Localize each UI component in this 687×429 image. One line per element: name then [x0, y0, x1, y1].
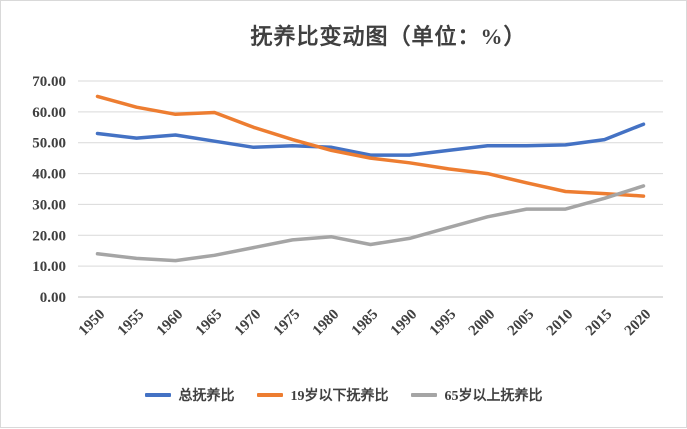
- y-tick-label: 70.00: [32, 74, 66, 90]
- legend-label-elderly: 65岁以上抚养比: [444, 389, 543, 404]
- x-tick-label: 1970: [232, 307, 265, 340]
- x-tick-label: 1995: [427, 307, 460, 340]
- legend-item-elderly: 65岁以上抚养比: [410, 385, 543, 405]
- chart-title: 抚养比变动图（单位：%）: [250, 24, 527, 49]
- legend-item-total: 总抚养比: [144, 385, 235, 405]
- series-line-total: [95, 122, 646, 157]
- x-tick-label: 2000: [466, 307, 499, 340]
- x-tick-label: 1955: [115, 307, 148, 340]
- x-tick-label: 1950: [76, 307, 109, 340]
- x-tick-label: 1965: [193, 307, 226, 340]
- x-tick-label: 2005: [505, 307, 538, 340]
- x-tick-label: 1990: [388, 307, 421, 340]
- legend-label-total: 总抚养比: [178, 389, 235, 404]
- legend-swatch-youth: [256, 393, 283, 397]
- legend-label-youth: 19岁以下抚养比: [290, 389, 389, 404]
- x-tick-label: 2010: [544, 307, 577, 340]
- legend: 总抚养比 19岁以下抚养比 65岁以上抚养比: [1, 385, 686, 405]
- y-tick-label: 0.00: [40, 290, 66, 306]
- x-tick-label: 1985: [349, 307, 382, 340]
- series-line-youth: [95, 94, 646, 198]
- y-tick-label: 60.00: [32, 105, 66, 121]
- x-tick-label: 2020: [622, 307, 655, 340]
- x-tick-label: 1975: [271, 307, 304, 340]
- y-tick-label: 30.00: [32, 197, 66, 213]
- y-tick-label: 10.00: [32, 259, 66, 275]
- legend-item-youth: 19岁以下抚养比: [256, 385, 389, 405]
- legend-swatch-elderly: [410, 393, 437, 397]
- x-tick-label: 1960: [154, 307, 187, 340]
- series-line-elderly: [95, 184, 646, 263]
- y-tick-label: 50.00: [32, 136, 66, 152]
- x-tick-label: 1980: [310, 307, 343, 340]
- legend-swatch-total: [144, 393, 171, 397]
- y-tick-label: 40.00: [32, 167, 66, 183]
- x-tick-label: 2015: [583, 307, 616, 340]
- y-tick-label: 20.00: [32, 228, 66, 244]
